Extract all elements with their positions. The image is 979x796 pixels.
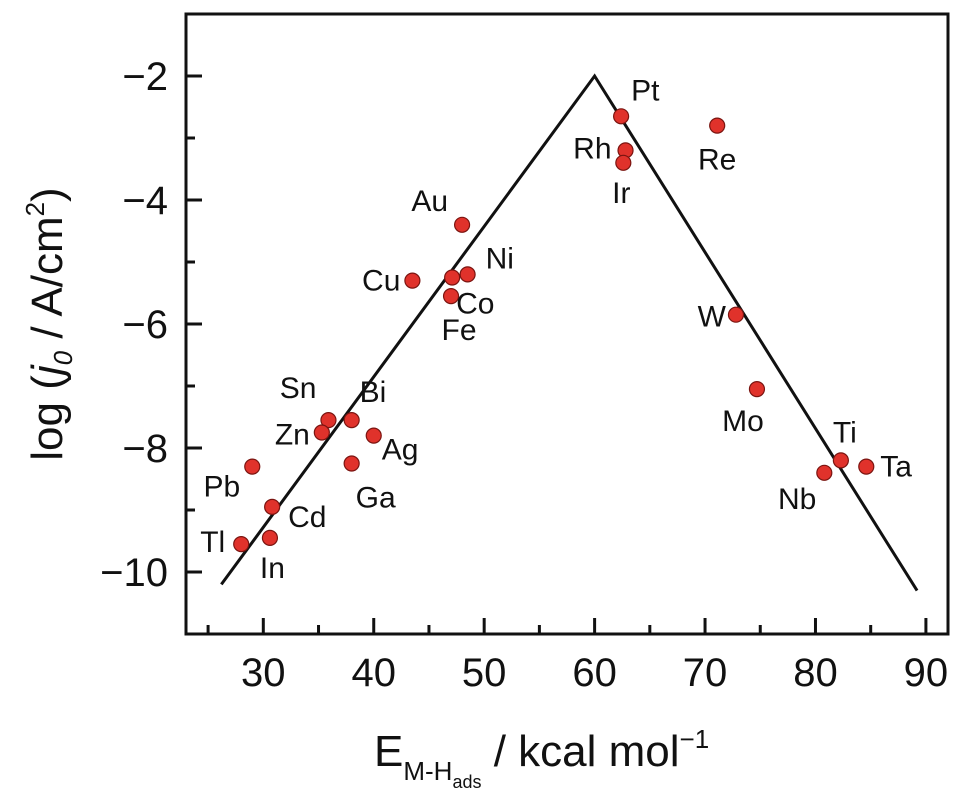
point-label-pb: Pb (204, 471, 241, 504)
data-point-pb (244, 458, 261, 475)
x-axis-title-subsub: ads (452, 772, 481, 792)
data-point-re (709, 117, 726, 134)
data-point-ti (832, 452, 849, 469)
y-tick-label: −10 (100, 551, 168, 595)
x-tick-label: 50 (462, 651, 507, 695)
x-tick-label: 70 (683, 651, 728, 695)
y-axis-title-jsub: 0 (48, 350, 78, 365)
data-point-in (261, 529, 279, 547)
point-label-bi: Bi (360, 376, 387, 409)
y-axis-title-sup: 2 (20, 202, 50, 216)
point-label-ta: Ta (880, 451, 912, 484)
point-label-au: Au (411, 185, 448, 218)
data-point-ni (459, 266, 476, 283)
tick-labels: 30 40 50 60 70 80 90 −2 −4 −6 −8 −10 (100, 55, 948, 695)
y-axis-title-prefix: log ( (23, 375, 72, 461)
point-label-sn: Sn (280, 372, 317, 405)
data-point-ag (365, 427, 382, 444)
data-point-w (727, 306, 745, 323)
y-axis-title-close: ) (23, 187, 72, 202)
point-label-nb: Nb (778, 483, 816, 516)
point-label-tl: Tl (200, 526, 225, 559)
point-label-in: In (260, 552, 285, 585)
data-point-cd (264, 498, 281, 515)
y-tick-label: −6 (122, 303, 168, 347)
data-point-ir (615, 154, 632, 171)
axis-ticks (186, 12, 928, 636)
y-tick-label: −4 (122, 179, 168, 223)
data-point-mo (748, 381, 766, 398)
data-point-ta (858, 458, 875, 475)
point-label-rh: Rh (573, 132, 611, 165)
x-tick-label: 40 (351, 651, 396, 695)
point-label-ti: Ti (833, 416, 857, 449)
point-label-ni: Ni (486, 242, 514, 275)
x-tick-label: 80 (793, 651, 838, 695)
data-point-fe (442, 288, 460, 305)
point-label-ag: Ag (382, 434, 419, 467)
point-label-ga: Ga (356, 482, 396, 515)
point-label-zn: Zn (275, 419, 310, 452)
data-point-sn (320, 412, 337, 429)
data-point-tl (233, 535, 250, 553)
point-label-mo: Mo (722, 405, 764, 438)
y-tick-label: −2 (122, 55, 168, 99)
data-point-bi (343, 412, 360, 429)
point-label-cd: Cd (288, 501, 326, 534)
data-point-nb (816, 464, 833, 481)
x-tick-label: 90 (904, 651, 949, 695)
data-point-co (444, 269, 461, 286)
x-axis-title-rest: / kcal mol (481, 727, 679, 776)
data-point-cu (404, 272, 421, 289)
data-point-au (453, 216, 471, 233)
data-point-pt (613, 108, 630, 125)
point-label-pt: Pt (631, 74, 660, 107)
y-tick-label: −8 (122, 427, 168, 471)
plot-frame (184, 12, 950, 636)
x-axis-title-sup: −1 (680, 724, 710, 754)
x-tick-label: 30 (241, 651, 286, 695)
data-point-ga (343, 455, 360, 472)
data-points (233, 108, 875, 553)
point-label-ir: Ir (612, 177, 630, 210)
data-point-zn (313, 424, 330, 441)
point-label-w: W (698, 301, 727, 334)
point-label-fe: Fe (442, 314, 477, 347)
x-axis-title-main: E (374, 727, 403, 776)
point-label-co: Co (456, 288, 494, 321)
x-axis-title: EM-Hads / kcal mol−1 (374, 724, 709, 792)
x-axis-title-sub: M-H (403, 756, 452, 786)
y-axis-title: log (j0 / A/cm2) (20, 187, 78, 460)
point-label-re: Re (698, 144, 736, 177)
point-label-cu: Cu (362, 265, 400, 298)
x-tick-label: 60 (572, 651, 617, 695)
y-axis-title-rest: / A/cm (23, 216, 72, 350)
